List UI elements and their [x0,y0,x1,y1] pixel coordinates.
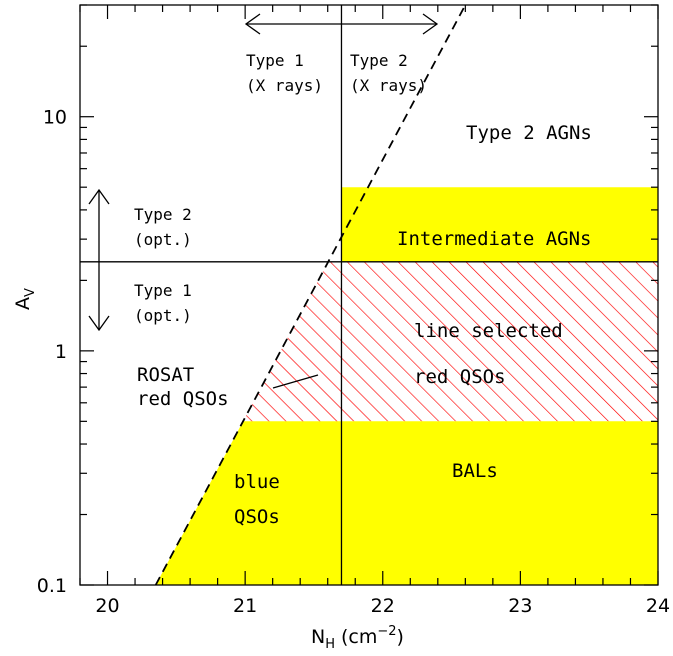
rosat-label: ROSAT [137,364,194,386]
xray-arrow [244,13,439,35]
intermediate-agns-label: Intermediate AGNs [397,228,591,250]
x-tick-label: 20 [95,595,119,617]
type2-xrays-sub: (X rays) [350,76,427,95]
region-blue-qsos [155,421,342,585]
y-tick-label: 0.1 [37,575,67,597]
type2-opt-sub: (opt.) [134,230,192,249]
x-tick-label: 23 [508,595,532,617]
y-tick-label: 1 [55,341,67,363]
type1-xrays-label: Type 1 [246,51,304,70]
rosat-pointer [272,374,319,389]
x-axis-label: NH (cm−2) [311,624,404,652]
x-tick-label: 21 [233,595,257,617]
lines [80,4,658,586]
x-tick-label: 22 [371,595,395,617]
regions [155,187,658,585]
type1-opt-sub: (opt.) [134,306,192,325]
type2-agns-label: Type 2 AGNs [466,122,592,144]
region-intermediate-agns [341,187,658,262]
blue-qsos-sub: QSOs [234,506,280,528]
region-bals [341,421,658,585]
line-selected-label: line selected [414,320,563,342]
tick-labels: 20 21 22 23 24 0.1 1 10 [37,107,670,617]
ticks [79,4,659,586]
y-tick-label: 10 [43,107,67,129]
optical-arrow [88,188,110,332]
rosat-sub: red QSOs [137,388,229,410]
x-tick-label: 24 [646,595,670,617]
y-axis-label: AV [12,288,38,310]
line-selected-sub: red QSOs [414,366,506,388]
dashed-boundary-line [154,4,467,586]
type1-opt-label: Type 1 [134,281,192,300]
type2-xrays-label: Type 2 [350,51,408,70]
type1-xrays-sub: (X rays) [246,76,323,95]
blue-qsos-label: blue [234,471,280,493]
bals-label: BALs [452,460,498,482]
type2-opt-label: Type 2 [134,205,192,224]
plot-frame [79,4,659,586]
region-rosat-red-qsos [243,261,342,422]
region-line-selected-red-qsos [341,261,658,422]
